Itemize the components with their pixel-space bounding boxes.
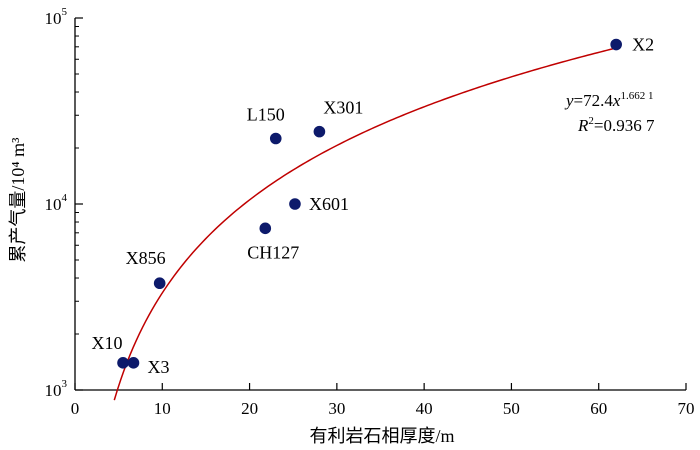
point-label-x601: X601 — [309, 194, 349, 214]
r-squared-value: =0.936 7 — [594, 116, 655, 135]
x-axis-label: 有利岩石相厚度/m — [309, 426, 454, 446]
points-layer: X2 L150 X301 X601 CH127 X856 X10 X3 — [92, 35, 655, 377]
r-squared-symbol: R — [577, 116, 589, 135]
x-tick-label: 70 — [678, 399, 695, 418]
r-squared-superscript: 2 — [588, 115, 594, 127]
fit-equation-exponent: 1.662 1 — [620, 90, 653, 102]
point-x3 — [127, 357, 140, 369]
point-x601 — [289, 198, 301, 210]
y-tick-label: 104 — [45, 192, 68, 214]
x-tick-label: 10 — [154, 399, 171, 418]
x-tick-label: 60 — [590, 399, 607, 418]
y-axis-label: 累产气量/10⁴ m³ — [8, 137, 28, 263]
y-tick-label: 103 — [45, 378, 68, 400]
x-tick-label: 20 — [241, 399, 258, 418]
point-label-ch127: CH127 — [247, 242, 299, 262]
fit-curve — [113, 47, 617, 401]
point-x301 — [313, 125, 326, 138]
point-label-x2: X2 — [632, 35, 654, 55]
point-x2 — [610, 38, 622, 51]
fit-equation: y=72.4x1.662 1 — [564, 90, 653, 110]
point-label-x856: X856 — [126, 248, 166, 268]
x-tick-label: 0 — [71, 399, 80, 418]
fit-equation-var: x — [612, 91, 621, 110]
x-tick-label: 30 — [328, 399, 345, 418]
fit-equation-rhs: =72.4 — [574, 91, 614, 110]
point-label-x301: X301 — [323, 98, 363, 118]
x-tick-label: 40 — [416, 399, 433, 418]
point-label-x3: X3 — [147, 357, 169, 377]
fit-equation-lhs: y — [564, 91, 574, 110]
y-tick-label: 105 — [45, 6, 68, 28]
point-l150 — [269, 132, 282, 145]
point-x856 — [153, 277, 166, 290]
fit-layer — [113, 47, 617, 401]
point-label-l150: L150 — [247, 104, 285, 124]
point-ch127 — [259, 222, 272, 235]
x-tick-label: 50 — [503, 399, 520, 418]
axes: 0 10 20 30 40 50 60 70 103 104 105 — [45, 6, 695, 418]
point-label-x10: X10 — [92, 333, 123, 353]
fit-r-squared: R2=0.936 7 — [577, 115, 655, 135]
point-x10 — [117, 357, 129, 369]
